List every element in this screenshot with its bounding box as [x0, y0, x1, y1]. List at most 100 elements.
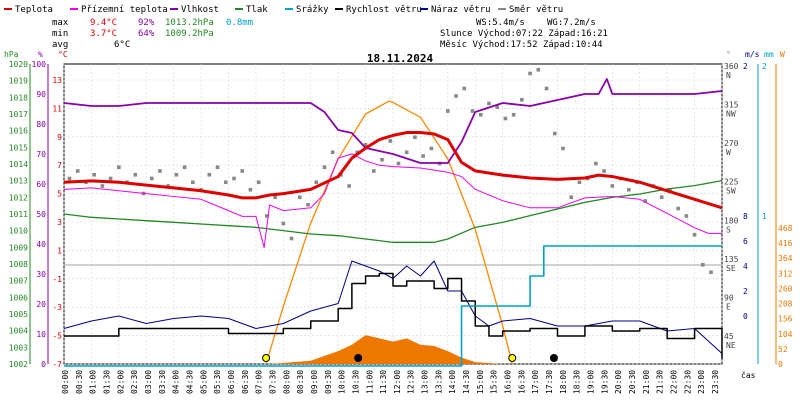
hpa-tick-label: 1015: [9, 143, 28, 152]
wind-direction-point: [544, 86, 549, 91]
summary-rain: 0.8mm: [226, 18, 253, 28]
wind-direction-point: [462, 86, 467, 91]
summary-min-hum: 64%: [138, 29, 155, 39]
unit-ms: m/s: [745, 50, 760, 59]
dir-tick-label: SE: [726, 264, 736, 273]
chart-legend: Teplota Přízemní teplota Vlhkost Tlak Srážky…: [4, 5, 563, 15]
x-tick-label: 12:00: [393, 370, 402, 394]
hpa-tick-label: 1016: [9, 127, 28, 136]
summary-avg-temp: 6°C: [114, 40, 130, 50]
unit-w: W: [780, 50, 785, 59]
degc-tick-label: 3: [57, 218, 62, 227]
x-tick-label: 08:30: [296, 370, 305, 394]
pct-tick-label: 100: [32, 60, 47, 69]
x-tick-label: 13:00: [421, 370, 430, 394]
x-tick-label: 15:00: [476, 370, 485, 394]
ground-temperature-line: [63, 153, 722, 249]
w-tick-label: 156: [778, 315, 793, 324]
pct-tick-label: 20: [36, 300, 46, 309]
degc-tick-label: -1: [52, 275, 62, 284]
w-tick-label: 260: [778, 284, 793, 293]
legend-label: Srážky: [296, 5, 329, 15]
degc-tick-label: 13: [52, 76, 62, 85]
unit-deg: °: [726, 50, 731, 59]
x-tick-label: 16:30: [517, 370, 526, 394]
x-tick-label: 05:00: [199, 370, 208, 394]
axes: 1020101910181017101610151014101310121011…: [9, 60, 793, 394]
wind-direction-point: [429, 146, 434, 151]
w-tick-label: 364: [778, 254, 793, 263]
humidity-line: [63, 78, 723, 164]
x-tick-label: 02:30: [130, 370, 139, 394]
x-tick-label: 03:30: [158, 370, 167, 394]
wind-direction-point: [372, 169, 376, 173]
summary-wind-speed: WS:5.4m/s: [476, 18, 525, 28]
x-tick-label: 18:00: [559, 370, 568, 394]
hpa-tick-label: 1019: [9, 77, 28, 86]
wind-direction-point: [701, 262, 705, 267]
wind-direction-point: [413, 135, 417, 140]
dir-tick-label: W: [726, 148, 731, 157]
wind-direction-point: [487, 101, 491, 106]
hpa-tick-label: 1004: [9, 327, 28, 336]
wind-direction-point: [520, 97, 524, 102]
unit-hpa: hPa: [4, 50, 19, 59]
dir-tick-label: N: [726, 71, 731, 80]
w-tick-label: 52: [778, 345, 788, 354]
x-tick-label: 18:30: [573, 370, 582, 394]
wind-direction-point: [643, 199, 648, 203]
wind-direction-point: [248, 187, 253, 192]
summary-block: max 9.4°C 92% 1013.2hPa 0.8mm min 3.7°C …: [52, 18, 608, 50]
x-tick-label: 09:30: [324, 370, 333, 394]
summary-wind-gust: WG:7.2m/s: [547, 18, 596, 28]
wind-direction-point: [289, 236, 294, 241]
pct-tick-label: 30: [36, 270, 46, 279]
dir-tick-label: 45: [724, 332, 734, 341]
solar-radiation-area: [269, 335, 503, 364]
hpa-tick-label: 1012: [9, 193, 28, 202]
pct-tick-label: 60: [36, 180, 46, 189]
wind-direction-point: [380, 157, 384, 162]
wind-direction-point: [330, 150, 335, 155]
wind-direction-point: [684, 214, 689, 218]
x-tick-label: 19:30: [600, 370, 609, 394]
wind-direction-point: [174, 172, 179, 177]
x-tick-label: 05:30: [213, 370, 222, 394]
wind-direction-point: [232, 176, 236, 181]
x-tick-label: 23:00: [697, 370, 706, 394]
dir-tick-label: NW: [726, 110, 736, 119]
x-tick-label: 22:30: [683, 370, 692, 394]
wind-direction-point: [404, 150, 409, 155]
hpa-tick-label: 1010: [9, 227, 28, 236]
sunrise-marker: [262, 354, 271, 362]
x-tick-label: 14:30: [462, 370, 471, 394]
wind-direction-point: [528, 71, 532, 76]
dir-tick-label: SW: [726, 187, 736, 196]
x-tick-label: 21:30: [656, 370, 665, 394]
x-tick-label: 17:00: [531, 370, 540, 394]
moonrise-marker: [549, 354, 558, 362]
pressure-line: [63, 180, 723, 243]
wind-direction-point: [552, 131, 557, 136]
x-tick-label: 00:30: [75, 370, 84, 394]
x-tick-label: 16:00: [504, 370, 513, 394]
moonset-marker: [354, 354, 363, 362]
x-tick-label: 15:30: [490, 370, 499, 394]
wind-direction-point: [207, 172, 212, 177]
summary-sun: Slunce Východ:07:22 Západ:16:21: [440, 29, 608, 39]
wind-direction-point: [158, 169, 162, 173]
pct-tick-label: 70: [36, 150, 46, 159]
sun-curve: [265, 100, 513, 365]
wind-direction-point: [240, 169, 245, 173]
wind-direction-point: [297, 195, 302, 200]
pct-tick-label: 50: [36, 210, 46, 219]
w-tick-label: 208: [778, 300, 793, 309]
pct-tick-label: 0: [41, 360, 46, 369]
legend-label: Teplota: [15, 5, 53, 15]
x-tick-label: 20:00: [614, 370, 623, 394]
unit-degc: °C: [58, 50, 68, 59]
x-tick-label: 20:30: [628, 370, 637, 394]
wind-direction-point: [470, 109, 475, 113]
legend-label: Vlhkost: [181, 5, 219, 15]
